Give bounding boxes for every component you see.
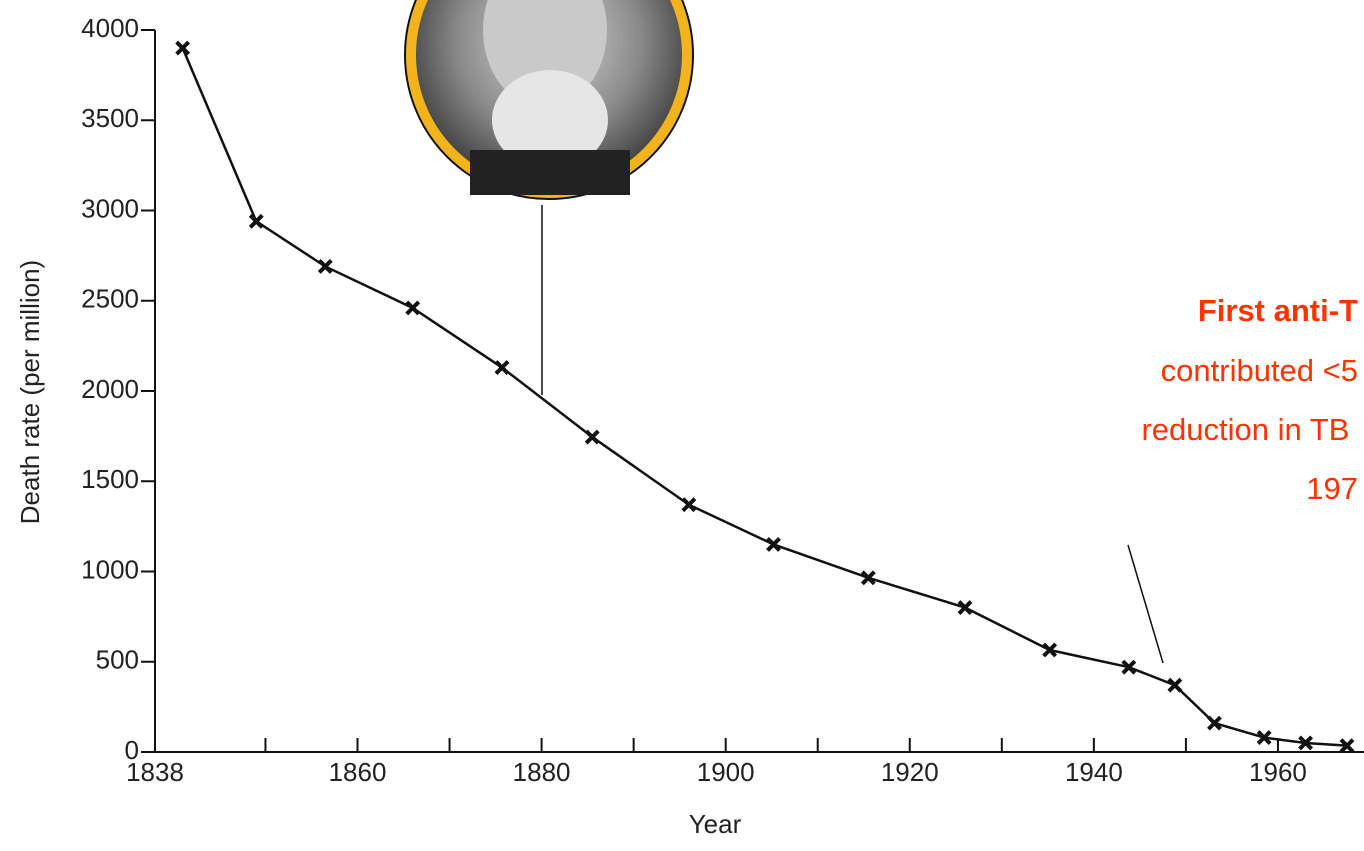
data-point [683, 499, 695, 511]
x-tick-label: 1940 [1065, 757, 1123, 787]
x-tick-label: 1860 [329, 757, 387, 787]
data-point [250, 215, 262, 227]
y-tick-label: 3500 [81, 103, 139, 133]
data-point [586, 431, 598, 443]
annotation-line [1128, 545, 1163, 663]
y-tick-label: 4000 [81, 13, 139, 43]
y-tick-label: 1000 [81, 554, 139, 584]
x-tick-label: 1900 [697, 757, 755, 787]
data-point [1169, 679, 1181, 691]
data-point [177, 42, 189, 54]
x-tick-label: 1960 [1249, 757, 1307, 787]
x-tick-label: 1920 [881, 757, 939, 787]
y-tick-label: 3000 [81, 193, 139, 223]
y-axis-label: Death rate (per million) [15, 260, 45, 524]
annotation: contributed <5 [1161, 353, 1358, 388]
annotation: reduction in TB [1141, 412, 1358, 447]
data-point [768, 538, 780, 550]
y-tick-label: 2500 [81, 284, 139, 314]
x-tick-label: 1880 [513, 757, 571, 787]
y-tick-label: 500 [96, 645, 139, 675]
x-tick-label: 1838 [126, 757, 184, 787]
y-tick-label: 1500 [81, 464, 139, 494]
y-tick-label: 2000 [81, 374, 139, 404]
data-line [183, 48, 1347, 746]
x-axis-label: Year [689, 809, 742, 839]
portrait [405, 0, 693, 199]
data-point [407, 302, 419, 314]
annotation: First anti-T [1198, 293, 1358, 328]
data-point [496, 362, 508, 374]
chart: First anti-T contributed <5 reduction in… [0, 0, 1364, 851]
annotation: 197 [1306, 471, 1358, 506]
data-point [319, 260, 331, 272]
